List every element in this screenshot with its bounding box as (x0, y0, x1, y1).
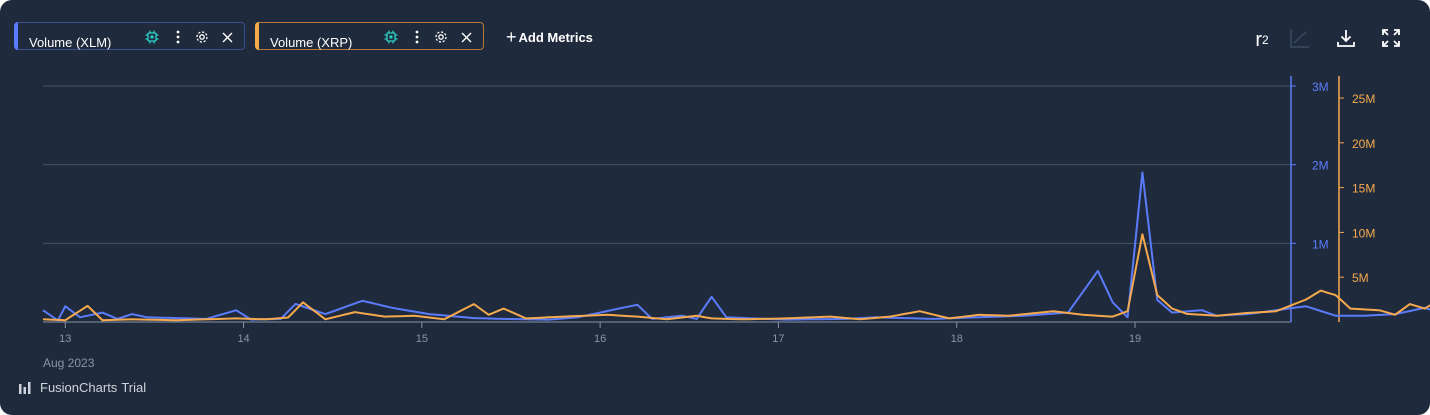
x-tick-label: 19 (1129, 333, 1141, 345)
ai-chip-icon[interactable] (383, 29, 399, 45)
x-tick-label: 18 (951, 333, 963, 345)
y-tick-label-xrp: 20M (1352, 137, 1375, 151)
settings-gear-icon[interactable] (194, 29, 210, 45)
add-metrics-label: Add Metrics (518, 30, 593, 45)
x-tick-label: 15 (416, 333, 428, 345)
plus-icon: + (506, 27, 517, 47)
brand-name: FusionCharts (40, 380, 118, 395)
metric-color-bar (255, 22, 259, 50)
add-metrics-button[interactable]: + Add Metrics (506, 26, 593, 47)
x-tick-label: 13 (59, 333, 71, 345)
metric-chip-xlm[interactable]: Volume (XLM) (14, 22, 245, 50)
close-icon[interactable] (458, 29, 474, 45)
r2-sup: 2 (1261, 33, 1269, 47)
ai-chip-icon[interactable] (144, 29, 160, 45)
more-vertical-icon[interactable] (170, 29, 186, 45)
x-tick-label: 17 (772, 333, 784, 345)
metric-label: Volume (XLM) (29, 35, 112, 50)
y-tick-label-xrp: 10M (1352, 226, 1375, 240)
line-chart: 1M 2M 3M 5M 10M 15M 20M 25M 13 14 15 16 17 18 19 Aug 20… (42, 76, 1430, 370)
fullscreen-icon[interactable] (1379, 26, 1403, 50)
series-line-xlm (42, 171, 1430, 322)
x-tick-label: 14 (237, 333, 249, 345)
trendline-icon[interactable] (1288, 26, 1312, 50)
metric-chip-xrp[interactable]: Volume (XRP) (255, 22, 484, 50)
fusioncharts-logo-icon (19, 381, 31, 394)
settings-gear-icon[interactable] (433, 29, 449, 45)
metric-label: Volume (XRP) (270, 35, 353, 50)
close-icon[interactable] (219, 29, 235, 45)
metric-color-bar (14, 22, 18, 50)
more-vertical-icon[interactable] (409, 29, 425, 45)
r2-base: r (1255, 28, 1262, 51)
y-tick-label-xrp: 5M (1352, 271, 1369, 285)
x-tick-label: 16 (594, 333, 606, 345)
y-tick-label-xrp: 15M (1352, 182, 1375, 196)
x-axis-sublabel: Aug 2023 (43, 356, 95, 370)
y-tick-label-xlm: 1M (1312, 237, 1329, 251)
brand-footer: FusionCharts Trial (18, 380, 146, 395)
y-tick-label-xlm: 2M (1312, 159, 1329, 173)
brand-trial: Trial (121, 380, 147, 395)
download-icon[interactable] (1334, 26, 1358, 50)
series-line-xrp (42, 233, 1430, 322)
y-tick-label-xrp: 25M (1352, 92, 1375, 106)
y-tick-label-xlm: 3M (1312, 80, 1329, 94)
